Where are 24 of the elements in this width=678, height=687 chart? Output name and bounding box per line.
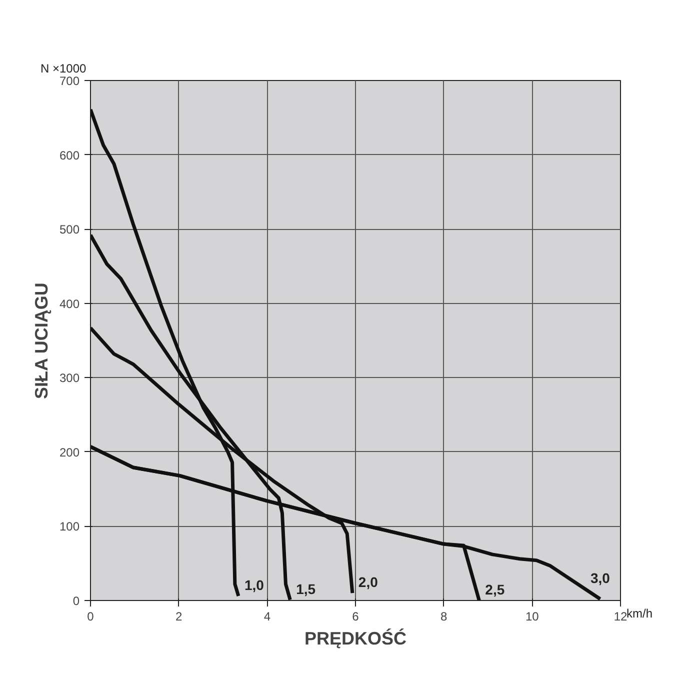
text: km/h bbox=[626, 606, 653, 620]
x-tick-label: 2 bbox=[175, 610, 182, 624]
y-tick-label: 600 bbox=[59, 148, 80, 162]
y-tick-label: 500 bbox=[59, 222, 80, 237]
x-tick-label: 10 bbox=[525, 610, 540, 624]
series-label: 3,0 bbox=[590, 570, 610, 586]
x-tick-label: 0 bbox=[87, 610, 94, 624]
x-tick-label: 12 bbox=[614, 610, 628, 624]
series-label: 1,0 bbox=[244, 577, 264, 594]
y-tick-label: 200 bbox=[59, 445, 80, 460]
y-tick-label: 700 bbox=[59, 74, 80, 88]
x-tick-label: 8 bbox=[440, 610, 448, 624]
y-axis-title: SIŁA UCIĄGU bbox=[31, 282, 52, 399]
series-label: 2,5 bbox=[485, 582, 505, 598]
y-tick-label: 300 bbox=[59, 371, 80, 386]
y-tick-label: 0 bbox=[72, 594, 80, 608]
x-axis-title: PRĘDKOŚĆ bbox=[304, 628, 407, 648]
series-label: 1,5 bbox=[296, 580, 316, 597]
text: N ×1000 bbox=[40, 62, 87, 76]
series-label: 2,0 bbox=[358, 574, 378, 590]
y-tick-label: 400 bbox=[59, 296, 80, 311]
x-tick-label: 6 bbox=[352, 610, 360, 624]
y-tick-label: 100 bbox=[59, 520, 80, 534]
x-tick-label: 4 bbox=[264, 610, 271, 624]
